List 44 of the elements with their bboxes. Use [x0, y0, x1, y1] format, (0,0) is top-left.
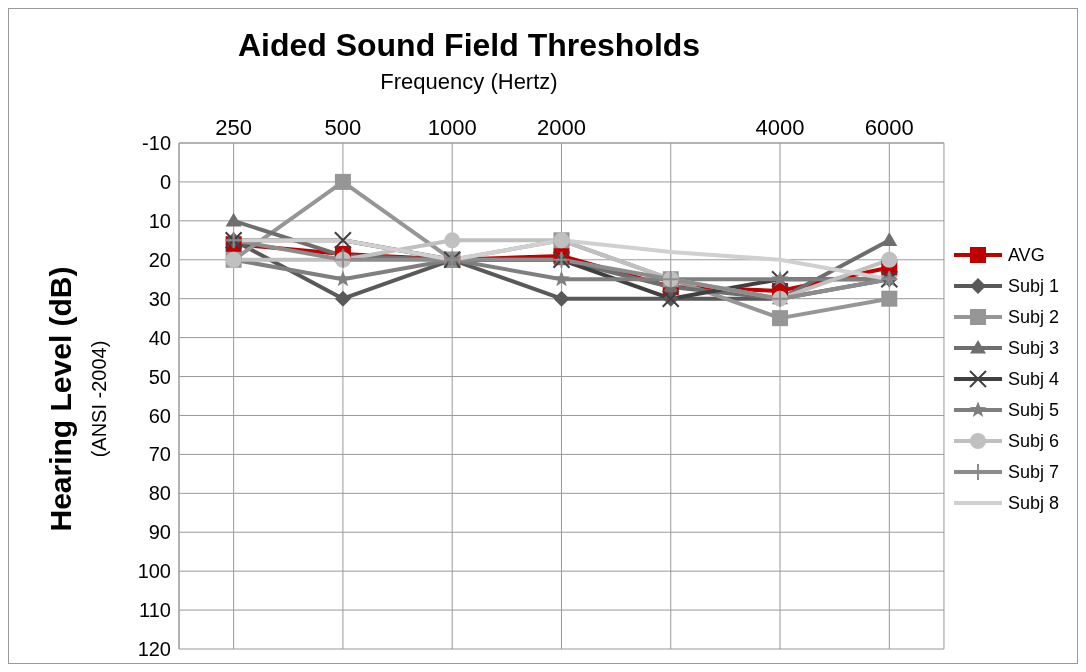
y-tick-label: 110 [139, 599, 171, 622]
y-tick-label: 0 [159, 171, 171, 194]
y-tick-label: 10 [148, 209, 171, 232]
legend-label: Subj 6 [1007, 430, 1059, 452]
point [553, 290, 570, 307]
x-tick-label: 1000 [427, 115, 477, 140]
legend-label: Subj 7 [1007, 461, 1059, 483]
y-tick-label: 60 [148, 404, 171, 427]
x-tick-label: 6000 [864, 115, 914, 140]
y-tick-label: -10 [142, 132, 171, 155]
legend-label: Subj 2 [1007, 306, 1059, 328]
x-tick-label: 250 [215, 115, 252, 140]
chart-title: Aided Sound Field Thresholds [236, 27, 702, 64]
x-tick-label: 2000 [537, 115, 586, 140]
legend-label: Subj 5 [1007, 399, 1059, 421]
y-tick-label: 20 [148, 248, 171, 271]
legend-label: Subj 3 [1007, 337, 1059, 359]
legend-label: AVG [1007, 244, 1045, 266]
point [553, 270, 570, 287]
point [881, 290, 898, 307]
y-tick-label: 70 [148, 443, 171, 466]
y-tick-label: 50 [148, 365, 171, 388]
x-tick-label: 500 [324, 115, 362, 140]
point [333, 231, 352, 250]
x-axis-title: Frequency (Hertz) [379, 69, 559, 95]
legend-label: Subj 1 [1007, 275, 1059, 297]
y-axis-title: Hearing Level (dB) [44, 266, 78, 532]
legend-label: Subj 4 [1007, 368, 1059, 390]
y-tick-label: 90 [148, 521, 171, 544]
text: (ANSI -2004) [87, 340, 111, 458]
point [225, 212, 242, 227]
point [444, 232, 461, 249]
point [881, 251, 898, 268]
y-tick-label: 120 [137, 638, 171, 661]
y-tick-label: 30 [148, 287, 171, 310]
point [881, 232, 898, 246]
x-tick-label: 4000 [755, 115, 805, 140]
point [334, 173, 351, 190]
point [334, 290, 351, 307]
y-tick-label: 100 [137, 560, 171, 583]
legend-label: Subj 8 [1007, 492, 1059, 514]
y-tick-label: 40 [148, 326, 171, 349]
y-tick-label: 80 [148, 482, 171, 505]
point [772, 310, 789, 327]
